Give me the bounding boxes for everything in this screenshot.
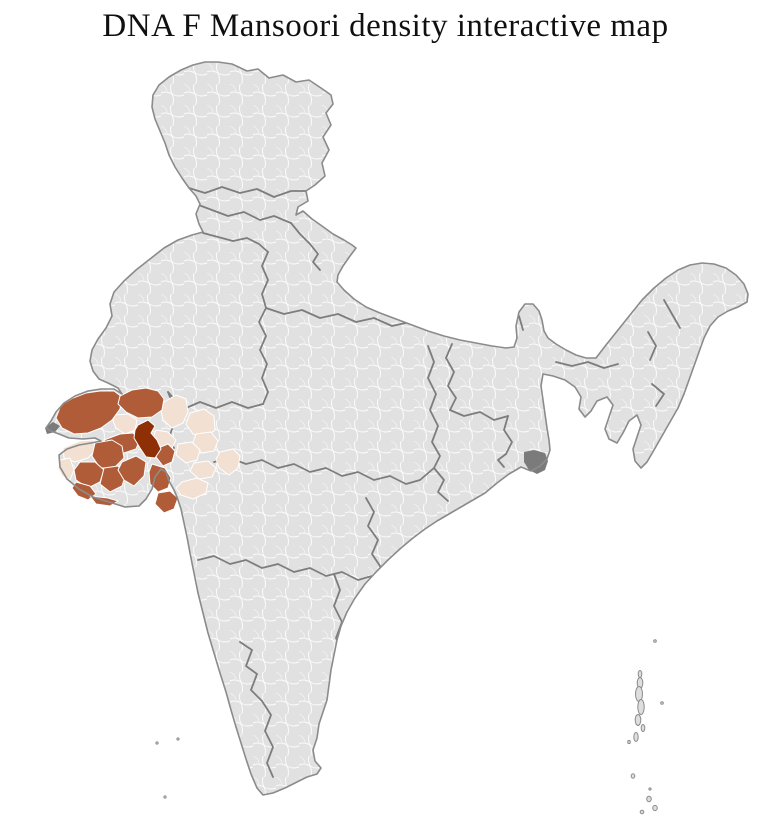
island-15 [155, 741, 159, 745]
island-9 [660, 701, 664, 705]
terrain-patch-1 [45, 422, 60, 434]
state-boundary-14 [365, 497, 387, 583]
island-16 [176, 737, 180, 741]
terrain-patch-0 [524, 450, 548, 474]
district-d-ahmedabad[interactable] [133, 419, 162, 459]
state-boundary-17 [261, 700, 274, 778]
island-4 [637, 699, 645, 715]
state-boundary-13 [197, 555, 387, 583]
district-d-pale-vadodara-east[interactable] [175, 441, 201, 464]
state-boundary-21 [555, 361, 619, 369]
state-boundary-18 [433, 467, 449, 502]
state-boundary-25 [518, 315, 524, 331]
state-boundary-24 [651, 383, 665, 407]
state-boundary-19 [497, 453, 507, 468]
island-10 [630, 773, 636, 779]
island-5 [634, 714, 642, 726]
island-6 [640, 724, 646, 732]
country-outline [45, 61, 749, 796]
state-boundary-23 [663, 299, 681, 329]
state-boundary-2 [202, 232, 269, 253]
state-boundary-1 [195, 203, 292, 224]
state-boundary-4 [258, 307, 269, 405]
district-d-bhavnagar[interactable] [117, 455, 147, 487]
district-d-pale-nandurbar[interactable] [175, 477, 209, 500]
district-d-surat[interactable] [154, 490, 179, 514]
state-boundary-9 [449, 409, 509, 421]
state-boundary-7 [290, 222, 321, 271]
state-boundary-16 [239, 641, 263, 702]
state-boundary-8 [445, 343, 457, 411]
island-11 [646, 795, 652, 803]
district-d-pale-jhabua[interactable] [215, 448, 241, 476]
india-outline-stroke [45, 61, 749, 796]
island-8 [627, 739, 631, 745]
density-districts [55, 387, 241, 514]
island-14 [648, 787, 652, 791]
state-boundary-22 [647, 331, 657, 361]
district-d-pale-sabarkantha[interactable] [160, 394, 189, 429]
district-d-pale-patan[interactable] [112, 413, 138, 435]
map-title: DNA F Mansoori density interactive map [102, 8, 669, 44]
state-boundaries [167, 186, 681, 778]
district-d-junagadh[interactable] [73, 461, 105, 489]
state-boundary-10 [503, 415, 513, 455]
island-groups [155, 639, 664, 815]
district-d-pale-strip-south[interactable] [189, 460, 217, 480]
country-landmass [46, 62, 748, 795]
terrain-patches [45, 422, 548, 474]
district-d-banaskantha[interactable] [117, 387, 165, 419]
island-1 [637, 670, 643, 678]
island-13 [639, 809, 645, 815]
island-7 [633, 732, 639, 742]
district-mesh-texture [46, 62, 748, 795]
island-12 [652, 804, 658, 812]
district-d-rajkot[interactable] [91, 439, 125, 469]
state-boundary-0 [188, 186, 307, 198]
state-boundary-11 [427, 345, 441, 469]
state-boundary-12 [213, 457, 435, 485]
island-0 [653, 639, 657, 643]
island-17 [163, 795, 167, 799]
state-boundary-3 [261, 251, 269, 309]
district-d-pale-west-strip[interactable] [57, 457, 75, 481]
